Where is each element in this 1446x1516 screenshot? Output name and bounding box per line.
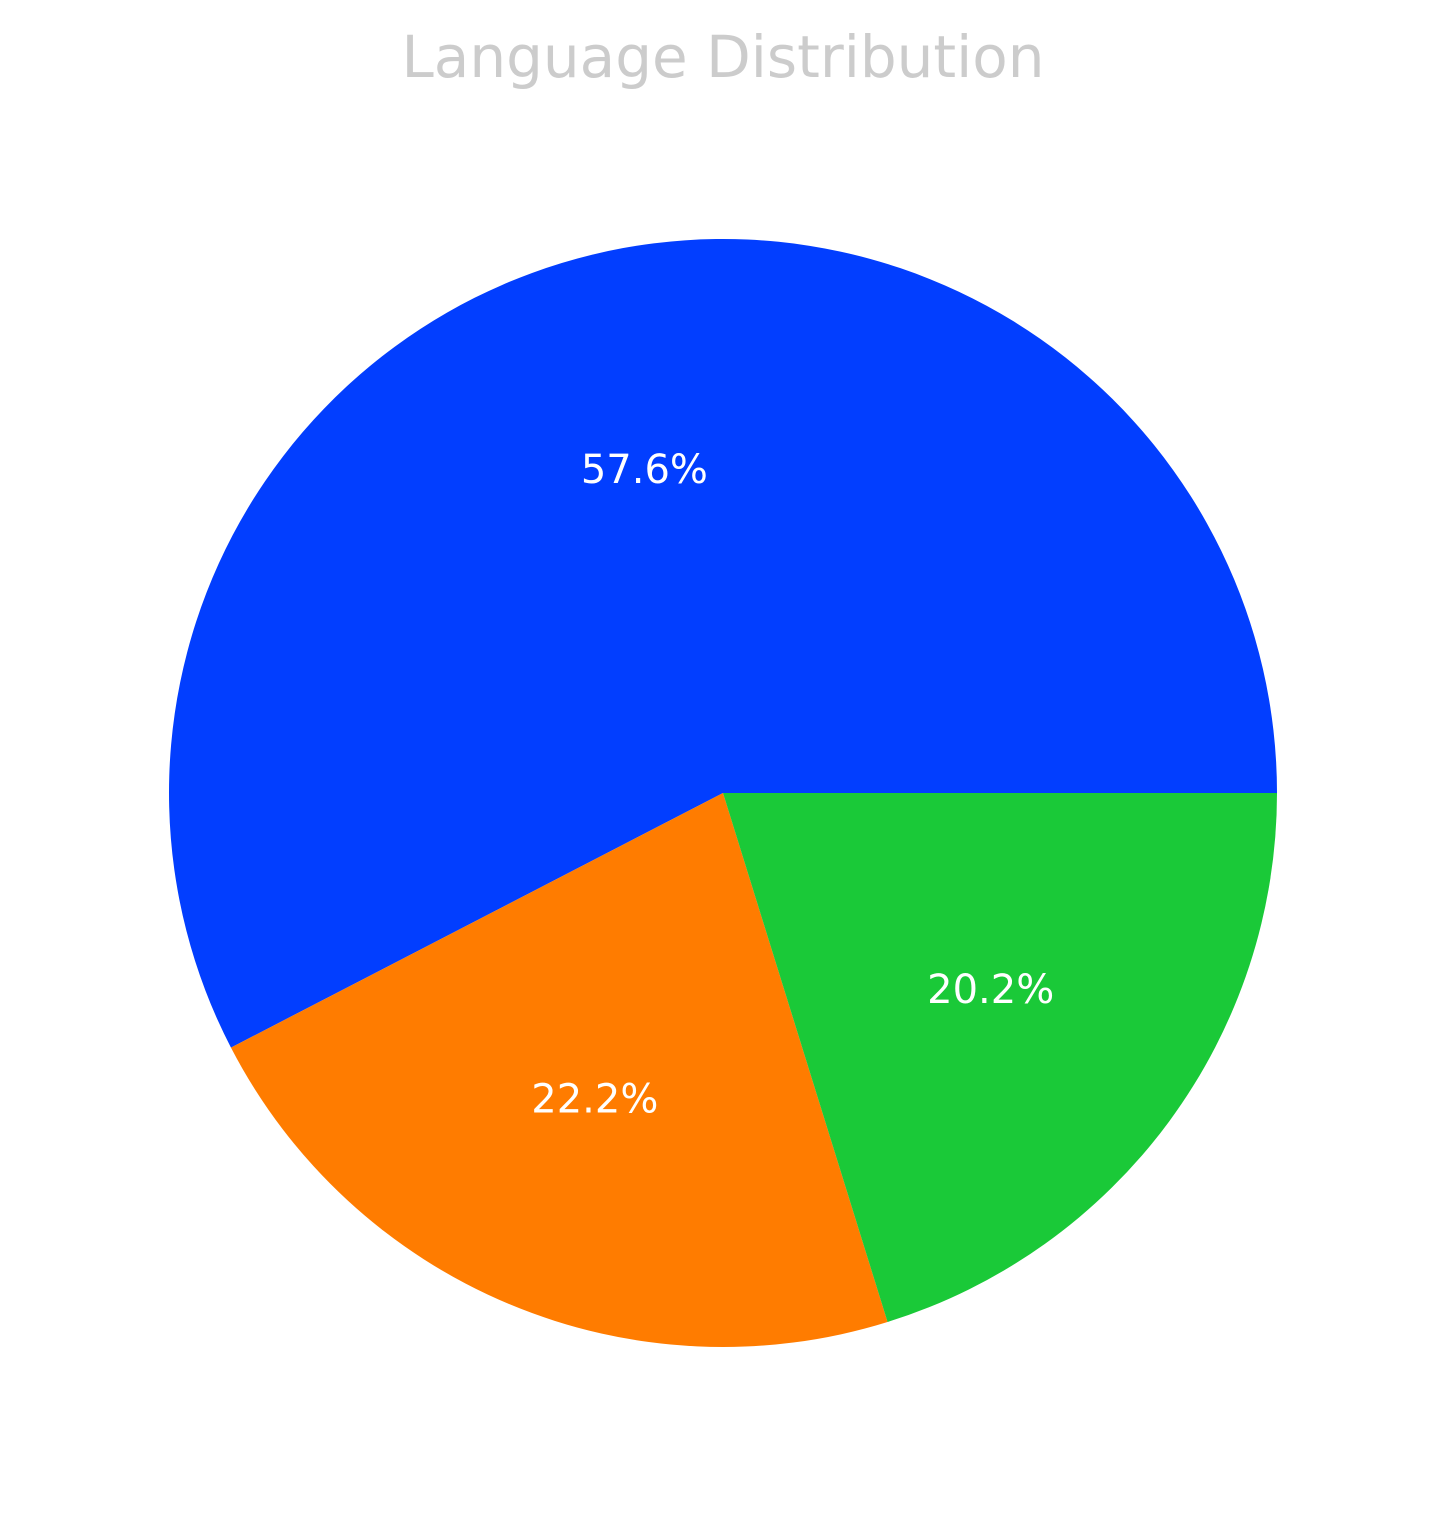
pie-slice-1-label: 57.6% <box>581 447 708 493</box>
pie-slices <box>169 239 1277 1347</box>
chart-title: Language Distribution <box>401 23 1045 91</box>
pie-slice-1 <box>169 239 1277 1048</box>
pie-slice-3-label: 20.2% <box>927 967 1054 1013</box>
pie-slice-2 <box>230 793 888 1347</box>
pie-labels: 57.6% 22.2% 20.2% <box>531 447 1054 1123</box>
pie-slice-2-label: 22.2% <box>531 1077 658 1123</box>
pie-slice-3 <box>723 793 1277 1322</box>
